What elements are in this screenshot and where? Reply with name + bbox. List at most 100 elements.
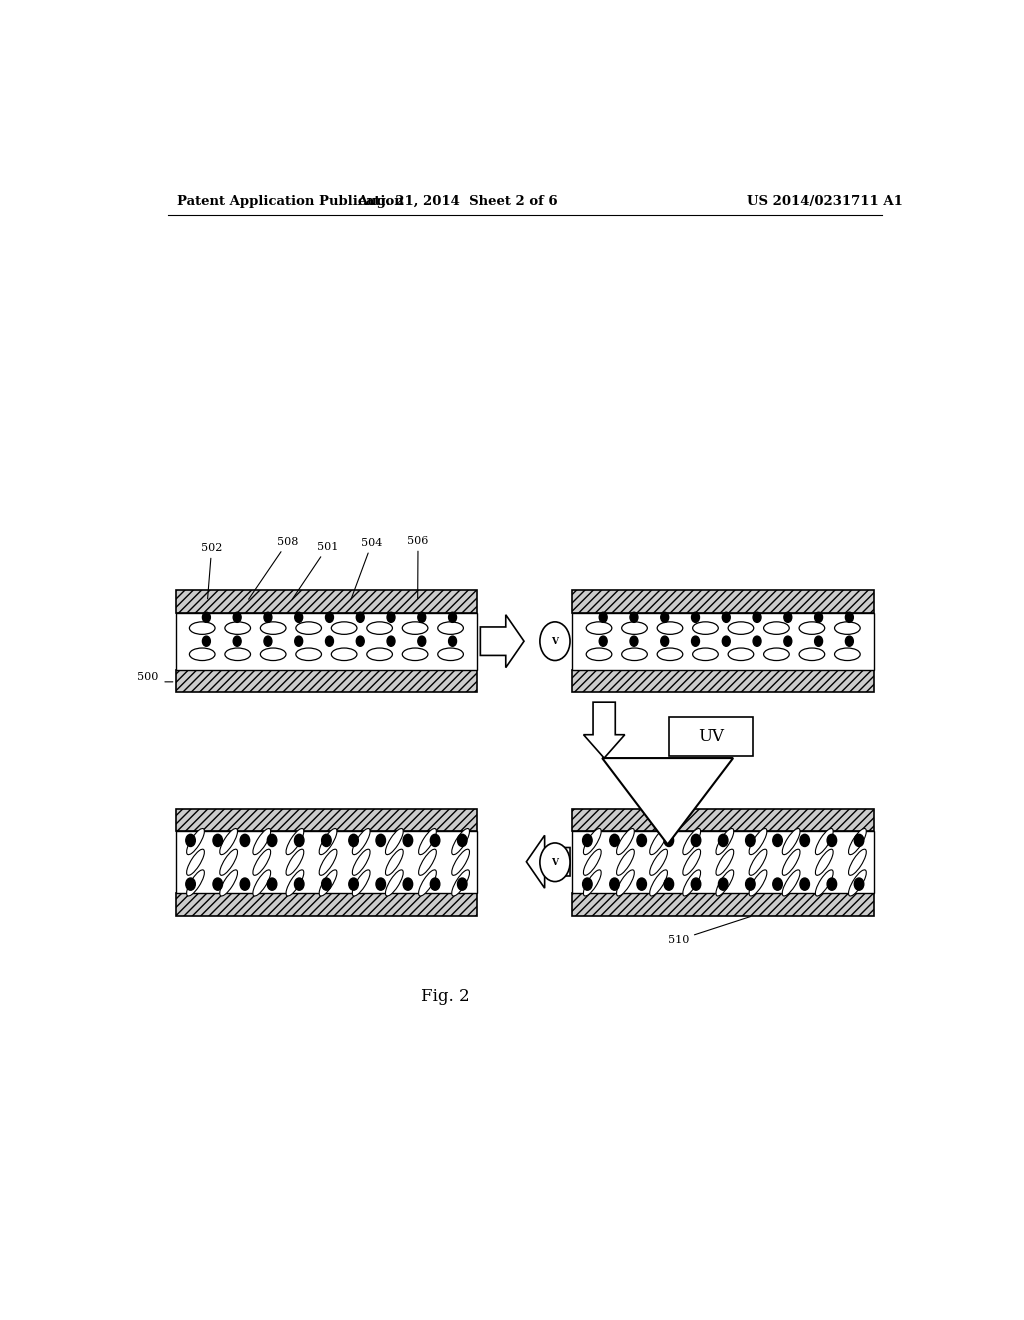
Ellipse shape bbox=[402, 622, 428, 635]
Circle shape bbox=[753, 636, 761, 647]
Circle shape bbox=[719, 878, 728, 890]
Ellipse shape bbox=[296, 622, 322, 635]
Circle shape bbox=[691, 834, 700, 846]
Bar bbox=[176, 894, 477, 916]
Circle shape bbox=[233, 612, 241, 622]
Circle shape bbox=[609, 878, 620, 890]
Ellipse shape bbox=[352, 870, 370, 896]
Polygon shape bbox=[480, 615, 524, 668]
Ellipse shape bbox=[716, 829, 734, 854]
Text: 502: 502 bbox=[201, 543, 222, 599]
Ellipse shape bbox=[750, 849, 767, 875]
Circle shape bbox=[745, 878, 755, 890]
Circle shape bbox=[800, 834, 809, 846]
Circle shape bbox=[295, 878, 304, 890]
Text: 504: 504 bbox=[351, 537, 383, 599]
Circle shape bbox=[630, 636, 638, 647]
Ellipse shape bbox=[225, 622, 251, 635]
Circle shape bbox=[719, 834, 728, 846]
Circle shape bbox=[403, 834, 413, 846]
Circle shape bbox=[267, 834, 276, 846]
Ellipse shape bbox=[616, 829, 634, 854]
Ellipse shape bbox=[253, 849, 270, 875]
Circle shape bbox=[241, 878, 250, 890]
Ellipse shape bbox=[437, 648, 464, 660]
FancyBboxPatch shape bbox=[670, 718, 754, 756]
Circle shape bbox=[800, 878, 809, 890]
Circle shape bbox=[430, 878, 440, 890]
Ellipse shape bbox=[189, 622, 215, 635]
Ellipse shape bbox=[186, 849, 205, 875]
Circle shape bbox=[203, 612, 210, 622]
Circle shape bbox=[827, 878, 837, 890]
Circle shape bbox=[356, 636, 365, 647]
Ellipse shape bbox=[286, 829, 304, 854]
Ellipse shape bbox=[586, 648, 612, 660]
Ellipse shape bbox=[750, 829, 767, 854]
Ellipse shape bbox=[352, 849, 370, 875]
Ellipse shape bbox=[385, 870, 403, 896]
Ellipse shape bbox=[815, 870, 834, 896]
Circle shape bbox=[322, 834, 331, 846]
Ellipse shape bbox=[782, 870, 800, 896]
Circle shape bbox=[430, 834, 440, 846]
Circle shape bbox=[241, 834, 250, 846]
Ellipse shape bbox=[419, 870, 436, 896]
Circle shape bbox=[376, 878, 385, 890]
Ellipse shape bbox=[799, 622, 824, 635]
Ellipse shape bbox=[584, 829, 601, 854]
Circle shape bbox=[745, 834, 755, 846]
Circle shape bbox=[295, 612, 303, 622]
Circle shape bbox=[540, 843, 570, 882]
Text: UV: UV bbox=[698, 729, 724, 746]
Circle shape bbox=[637, 878, 646, 890]
Circle shape bbox=[540, 622, 570, 660]
Text: 506: 506 bbox=[408, 536, 429, 599]
Bar bbox=[572, 612, 874, 669]
Ellipse shape bbox=[286, 870, 304, 896]
Ellipse shape bbox=[319, 829, 337, 854]
Circle shape bbox=[846, 636, 853, 647]
Ellipse shape bbox=[385, 849, 403, 875]
Ellipse shape bbox=[225, 648, 251, 660]
Ellipse shape bbox=[332, 622, 357, 635]
Circle shape bbox=[630, 612, 638, 622]
Ellipse shape bbox=[260, 648, 286, 660]
Circle shape bbox=[449, 612, 457, 622]
Ellipse shape bbox=[835, 622, 860, 635]
Circle shape bbox=[722, 612, 730, 622]
Circle shape bbox=[267, 878, 276, 890]
Text: US 2014/0231711 A1: US 2014/0231711 A1 bbox=[748, 194, 903, 207]
Circle shape bbox=[295, 834, 304, 846]
Circle shape bbox=[854, 878, 864, 890]
Ellipse shape bbox=[764, 622, 790, 635]
Circle shape bbox=[264, 636, 272, 647]
Circle shape bbox=[264, 612, 272, 622]
Circle shape bbox=[326, 612, 334, 622]
Ellipse shape bbox=[657, 622, 683, 635]
Circle shape bbox=[185, 834, 196, 846]
Circle shape bbox=[295, 636, 303, 647]
Circle shape bbox=[213, 878, 222, 890]
Ellipse shape bbox=[253, 829, 270, 854]
Bar bbox=[176, 590, 477, 612]
Circle shape bbox=[660, 612, 669, 622]
Ellipse shape bbox=[728, 622, 754, 635]
Ellipse shape bbox=[782, 849, 800, 875]
Circle shape bbox=[387, 612, 395, 622]
Circle shape bbox=[418, 636, 426, 647]
Circle shape bbox=[691, 612, 699, 622]
Ellipse shape bbox=[186, 829, 205, 854]
Circle shape bbox=[583, 878, 592, 890]
Circle shape bbox=[846, 612, 853, 622]
Ellipse shape bbox=[352, 829, 370, 854]
Bar bbox=[176, 612, 477, 669]
Text: 508: 508 bbox=[249, 537, 299, 599]
Circle shape bbox=[773, 878, 782, 890]
Ellipse shape bbox=[367, 622, 392, 635]
Ellipse shape bbox=[260, 622, 286, 635]
Circle shape bbox=[783, 612, 792, 622]
Ellipse shape bbox=[452, 829, 469, 854]
Circle shape bbox=[773, 834, 782, 846]
Ellipse shape bbox=[849, 849, 866, 875]
